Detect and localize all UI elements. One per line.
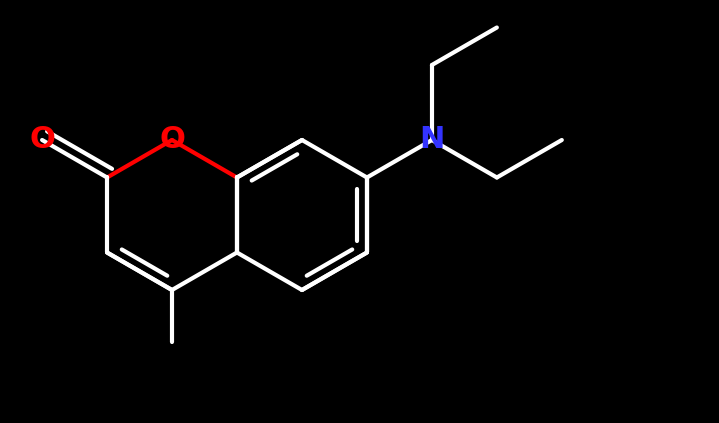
Text: O: O: [159, 126, 185, 154]
Text: N: N: [419, 126, 444, 154]
Text: O: O: [29, 126, 55, 154]
